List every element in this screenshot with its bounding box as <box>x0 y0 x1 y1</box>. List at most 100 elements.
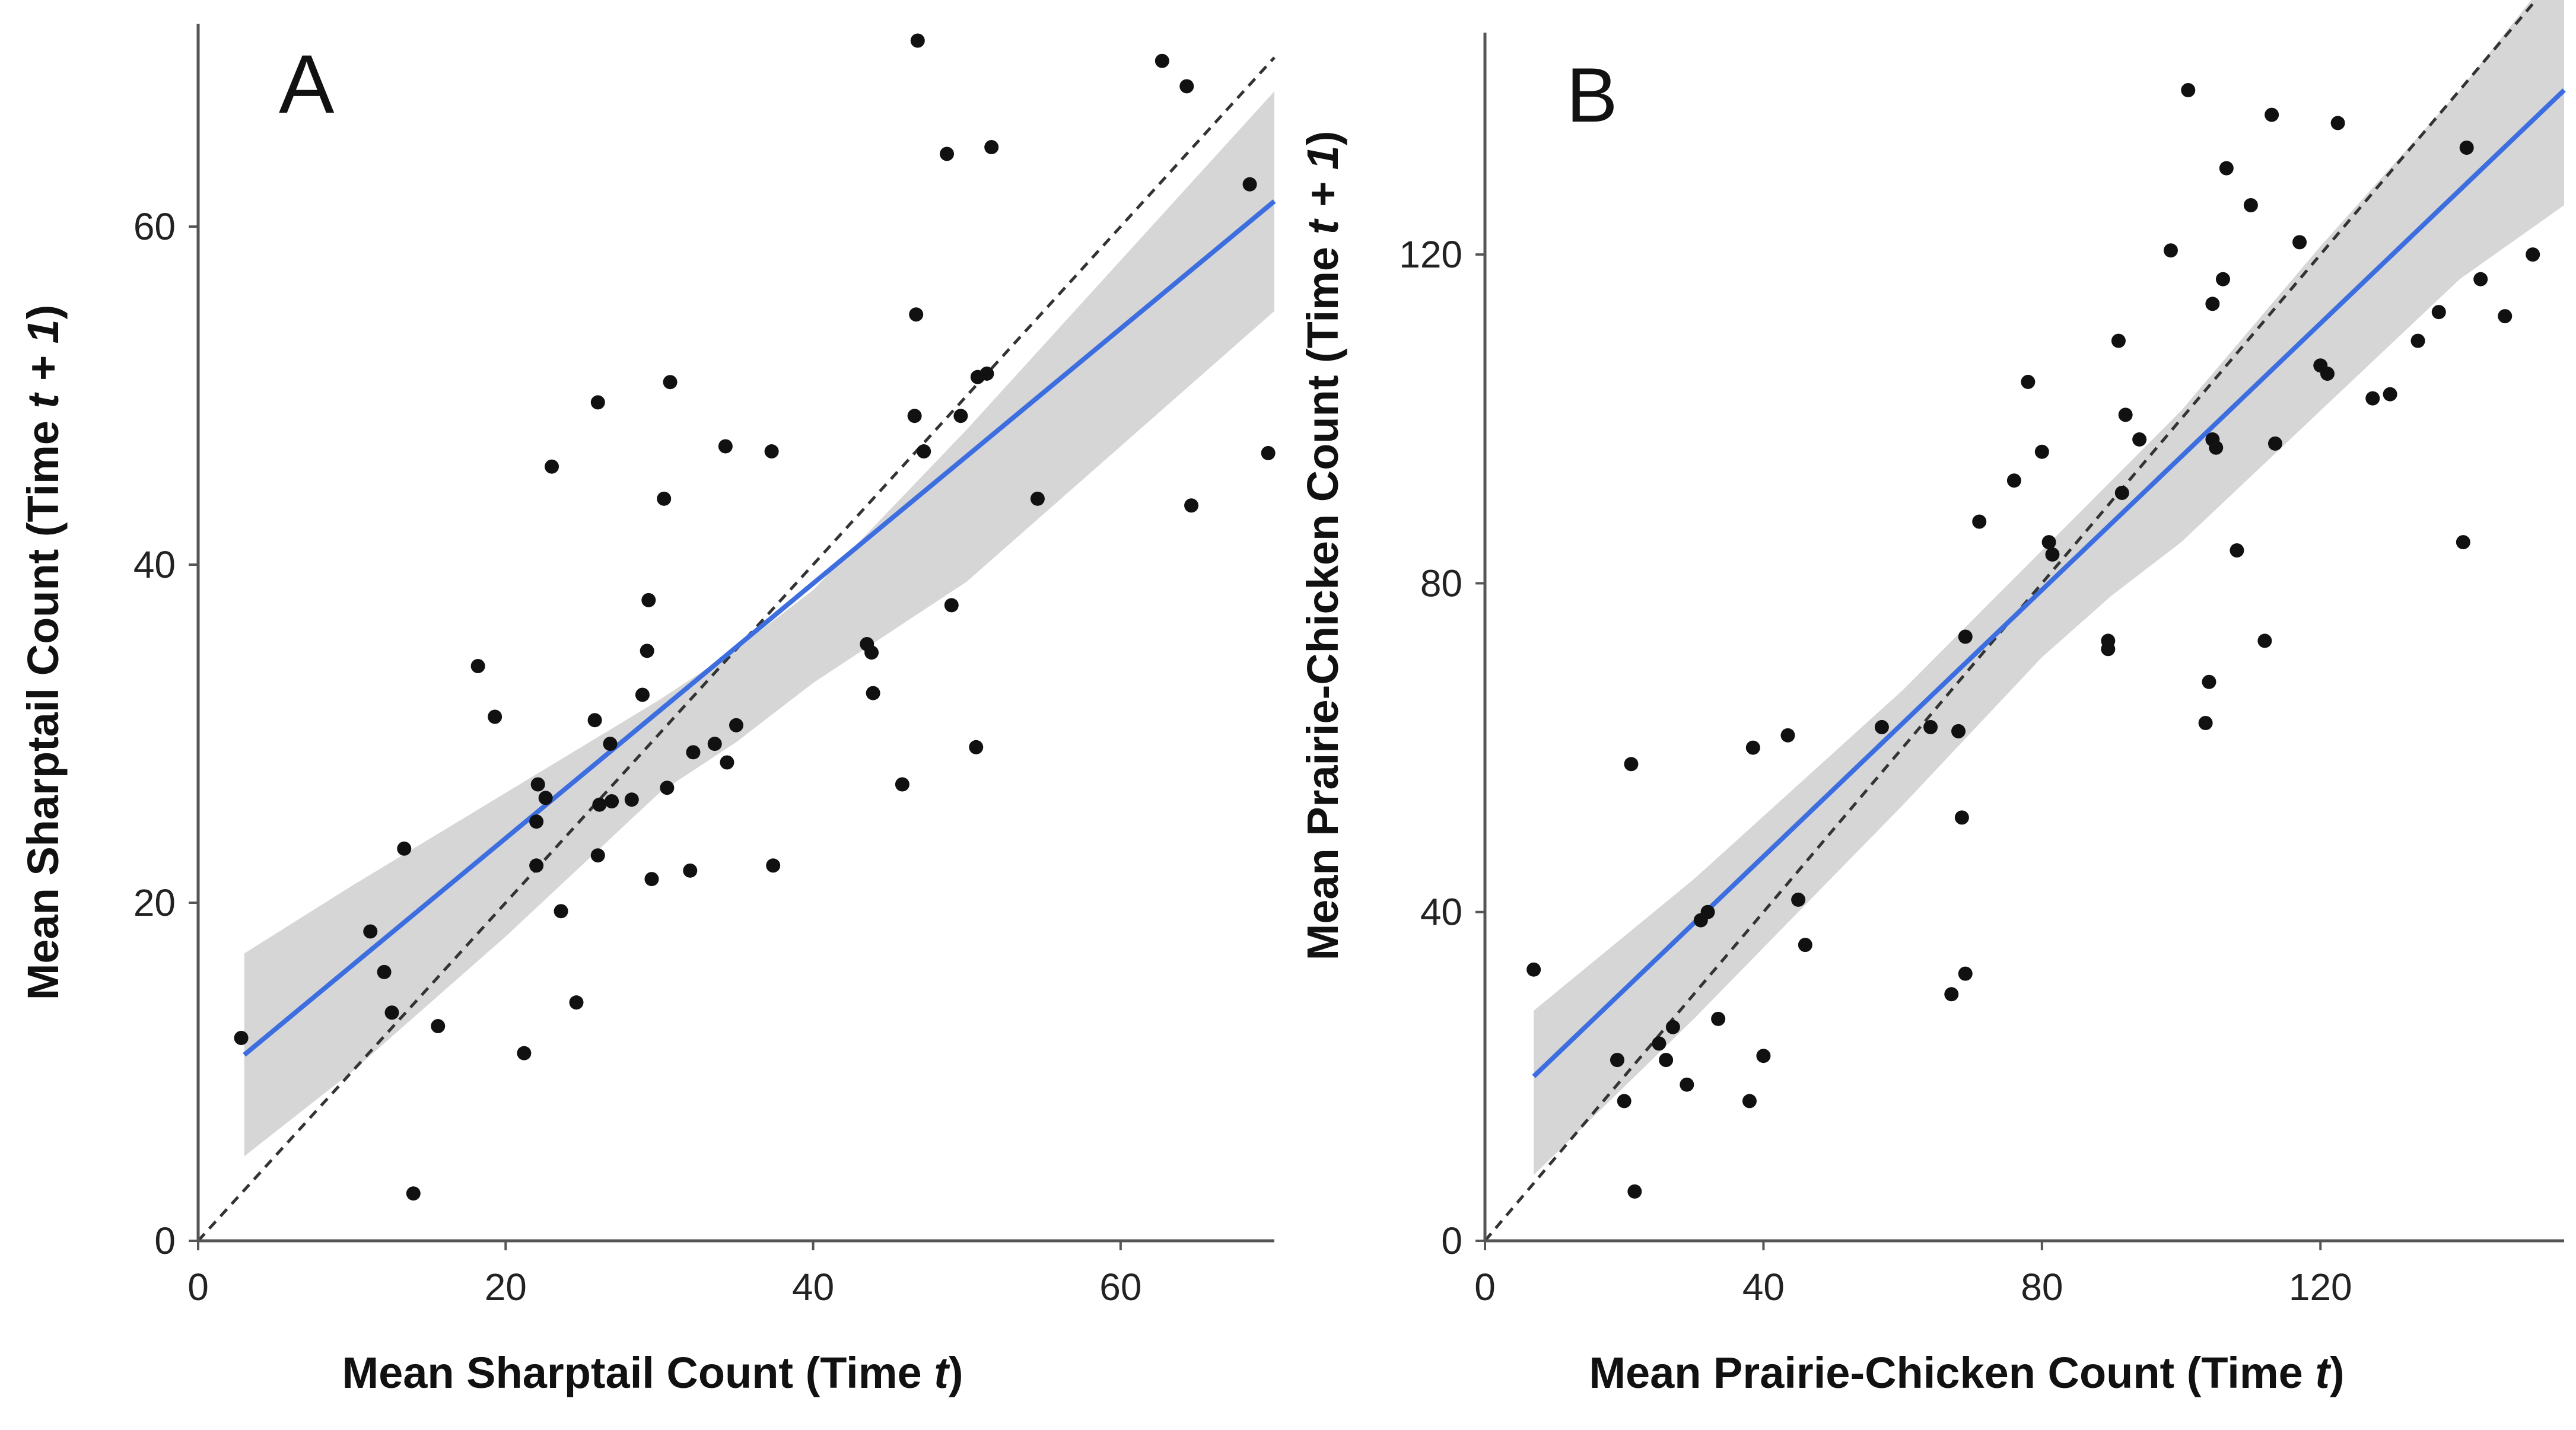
data-point-b-25 <box>1972 514 1987 529</box>
data-point-a-23 <box>624 792 639 807</box>
data-point-b-34 <box>2114 486 2129 500</box>
data-point-a-9 <box>517 1046 532 1060</box>
data-point-a-12 <box>530 777 545 792</box>
data-point-b-55 <box>2365 391 2380 406</box>
x-tick-label-b-0: 0 <box>1474 1266 1496 1308</box>
data-point-a-10 <box>529 858 544 873</box>
data-point-a-29 <box>660 781 675 795</box>
data-point-b-50 <box>2267 436 2282 451</box>
data-point-b-54 <box>2330 116 2345 130</box>
fit-line-b <box>1532 88 2566 1078</box>
data-point-a-43 <box>907 409 922 423</box>
y-axis-label-a-italic: t + 1 <box>18 319 68 408</box>
data-point-a-1 <box>363 924 378 939</box>
data-point-b-29 <box>2041 535 2056 550</box>
x-axis-label-b-italic: t <box>2315 1348 2332 1397</box>
ticks-layer: 0 40 80 120 0 40 80 120 <box>1399 233 2352 1308</box>
data-point-a-58 <box>1242 177 1257 192</box>
data-point-a-37 <box>764 444 779 459</box>
data-point-b-37 <box>2163 243 2178 258</box>
y-tick-label-b-0: 0 <box>1441 1219 1462 1262</box>
data-point-a-32 <box>686 745 701 760</box>
x-tick-label-a-1: 20 <box>485 1266 527 1308</box>
data-point-b-40 <box>2202 674 2216 689</box>
y-axis-label-a-close: ) <box>18 305 68 320</box>
data-point-a-53 <box>984 140 999 155</box>
data-point-b-56 <box>2383 387 2397 402</box>
y-tick-label-a-2: 40 <box>133 543 176 586</box>
fit-line-a <box>243 199 1276 1057</box>
data-point-b-12 <box>1742 1094 1757 1109</box>
data-point-b-18 <box>1874 719 1889 734</box>
data-point-a-44 <box>909 307 924 322</box>
panel-label-b: B <box>1566 52 1618 138</box>
data-point-b-20 <box>1944 987 1959 1002</box>
data-point-b-21 <box>1951 724 1966 738</box>
data-point-b-1 <box>1610 1053 1624 1068</box>
x-axis-label-a: Mean Sharptail Count (Time t) <box>342 1348 963 1397</box>
data-point-a-49 <box>953 409 968 423</box>
data-point-b-47 <box>2243 198 2258 212</box>
data-point-a-20 <box>592 797 607 812</box>
x-tick-label-b-3: 120 <box>2289 1266 2352 1308</box>
y-axis-label-b-italic: t + 1 <box>1298 145 1347 234</box>
data-point-a-59 <box>1261 445 1276 460</box>
data-point-a-11 <box>529 814 544 829</box>
data-point-a-56 <box>1179 79 1194 94</box>
data-point-a-31 <box>683 863 698 878</box>
data-point-b-14 <box>1756 1049 1771 1063</box>
y-tick-label-b-1: 40 <box>1420 891 1462 934</box>
data-point-a-19 <box>590 848 605 863</box>
data-point-a-2 <box>377 964 392 979</box>
data-point-b-45 <box>2219 161 2234 176</box>
data-point-a-8 <box>488 709 503 724</box>
data-point-b-51 <box>2292 235 2307 250</box>
panel-b: 0 40 80 120 0 40 80 120 B Mean Prairie-Chicken … <box>1298 0 2566 1397</box>
data-point-a-16 <box>569 995 584 1010</box>
data-point-a-18 <box>590 395 605 410</box>
data-point-b-33 <box>2111 333 2126 348</box>
data-point-b-5 <box>1652 1036 1667 1051</box>
y-axis-label-b: Mean Prairie-Chicken Count (Time t + 1) <box>1298 131 1347 961</box>
data-point-a-21 <box>603 737 618 751</box>
data-point-a-4 <box>397 841 412 856</box>
data-point-b-8 <box>1680 1077 1694 1092</box>
y-tick-label-a-1: 20 <box>133 881 176 924</box>
data-point-b-15 <box>1780 728 1795 743</box>
data-point-a-13 <box>538 791 553 805</box>
data-point-a-35 <box>720 755 734 770</box>
data-point-b-36 <box>2132 432 2147 447</box>
data-point-b-19 <box>1923 719 1938 734</box>
data-point-a-0 <box>234 1031 249 1045</box>
data-point-b-13 <box>1745 740 1760 755</box>
data-point-b-28 <box>2034 444 2049 459</box>
data-point-a-50 <box>969 740 984 754</box>
data-point-a-17 <box>587 713 602 728</box>
data-point-a-45 <box>910 33 925 48</box>
panel-a: 0 20 40 60 0 20 40 60 A Mean Sharptail Count (T… <box>18 24 1276 1397</box>
data-point-b-35 <box>2118 407 2133 422</box>
y-axis-label-b-text: Mean Prairie-Chicken Count (Time <box>1298 234 1347 960</box>
data-point-b-59 <box>2456 535 2470 550</box>
data-point-b-10 <box>1700 905 1715 919</box>
data-point-b-41 <box>2205 297 2220 311</box>
data-point-a-6 <box>431 1019 446 1034</box>
data-point-a-3 <box>384 1005 399 1020</box>
data-point-a-57 <box>1184 498 1199 513</box>
data-point-b-4 <box>1627 1184 1642 1199</box>
data-point-b-27 <box>2021 374 2036 389</box>
data-point-a-15 <box>554 904 568 919</box>
axes-layer <box>1483 33 2564 1243</box>
data-point-b-49 <box>2265 107 2279 122</box>
y-tick-label-b-3: 120 <box>1399 233 1462 276</box>
data-point-b-48 <box>2257 633 2272 648</box>
data-point-b-39 <box>2198 716 2213 730</box>
confidence-band-layer <box>244 91 1274 1157</box>
data-point-a-42 <box>895 777 909 792</box>
data-point-b-63 <box>2526 247 2540 262</box>
data-point-b-32 <box>2101 642 2116 657</box>
points-layer <box>1526 83 2540 1199</box>
data-point-a-22 <box>605 794 619 808</box>
x-axis-label-b-text: Mean Prairie-Chicken Count (Time <box>1589 1348 2315 1397</box>
y-tick-label-b-2: 80 <box>1420 562 1462 604</box>
